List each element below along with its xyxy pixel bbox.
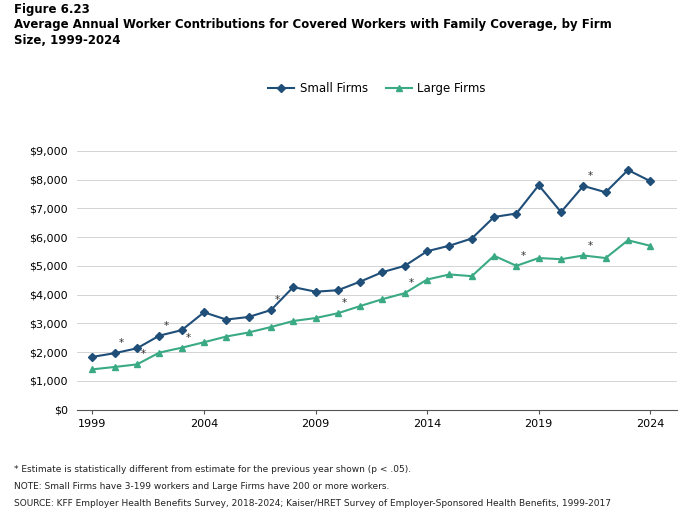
Text: *: *: [588, 171, 593, 181]
Text: *: *: [141, 350, 147, 360]
Large Firms: [378, 296, 387, 302]
Large Firms: [579, 253, 588, 259]
Small Firms: [378, 269, 387, 275]
Large Firms: [423, 276, 431, 282]
Small Firms: [244, 314, 253, 320]
Small Firms: [177, 327, 186, 333]
Large Firms: [445, 271, 454, 278]
Small Firms: [311, 289, 320, 295]
Small Firms: [602, 189, 610, 195]
Large Firms: [88, 366, 96, 372]
Small Firms: [200, 309, 208, 316]
Small Firms: [535, 182, 543, 188]
Small Firms: [579, 183, 588, 189]
Large Firms: [200, 339, 208, 345]
Text: * Estimate is statistically different from estimate for the previous year shown : * Estimate is statistically different fr…: [14, 465, 411, 474]
Text: *: *: [521, 251, 526, 261]
Text: *: *: [119, 338, 124, 348]
Large Firms: [244, 329, 253, 335]
Large Firms: [535, 255, 543, 261]
Text: *: *: [186, 333, 191, 343]
Small Firms: [445, 243, 454, 249]
Large Firms: [334, 310, 342, 317]
Large Firms: [624, 237, 632, 244]
Large Firms: [646, 243, 655, 249]
Small Firms: [512, 211, 521, 217]
Large Firms: [512, 262, 521, 269]
Text: *: *: [342, 298, 347, 308]
Line: Large Firms: Large Firms: [89, 237, 653, 372]
Small Firms: [222, 317, 230, 323]
Line: Small Firms: Small Firms: [89, 167, 653, 360]
Legend: Small Firms, Large Firms: Small Firms, Large Firms: [268, 82, 486, 96]
Large Firms: [222, 333, 230, 340]
Small Firms: [356, 278, 364, 285]
Text: *: *: [163, 321, 169, 331]
Text: Average Annual Worker Contributions for Covered Workers with Family Coverage, by: Average Annual Worker Contributions for …: [14, 18, 611, 31]
Small Firms: [88, 354, 96, 360]
Text: *: *: [275, 295, 280, 305]
Large Firms: [155, 350, 163, 356]
Large Firms: [289, 318, 297, 324]
Small Firms: [468, 235, 476, 242]
Large Firms: [267, 324, 275, 330]
Text: Figure 6.23: Figure 6.23: [14, 3, 90, 16]
Text: *: *: [409, 278, 414, 288]
Large Firms: [133, 361, 141, 368]
Small Firms: [557, 209, 565, 215]
Small Firms: [646, 178, 655, 184]
Small Firms: [155, 332, 163, 339]
Small Firms: [334, 287, 342, 293]
Small Firms: [267, 307, 275, 313]
Small Firms: [110, 350, 119, 356]
Small Firms: [490, 214, 498, 220]
Text: NOTE: Small Firms have 3-199 workers and Large Firms have 200 or more workers.: NOTE: Small Firms have 3-199 workers and…: [14, 482, 389, 491]
Text: Size, 1999-2024: Size, 1999-2024: [14, 34, 121, 47]
Large Firms: [557, 256, 565, 262]
Large Firms: [468, 273, 476, 279]
Text: SOURCE: KFF Employer Health Benefits Survey, 2018-2024; Kaiser/HRET Survey of Em: SOURCE: KFF Employer Health Benefits Sur…: [14, 499, 611, 508]
Small Firms: [423, 248, 431, 255]
Small Firms: [624, 167, 632, 173]
Text: *: *: [588, 240, 593, 250]
Large Firms: [356, 303, 364, 309]
Large Firms: [490, 253, 498, 259]
Large Firms: [110, 364, 119, 370]
Large Firms: [602, 255, 610, 261]
Large Firms: [177, 344, 186, 351]
Small Firms: [133, 345, 141, 351]
Large Firms: [311, 315, 320, 321]
Small Firms: [401, 262, 409, 269]
Large Firms: [401, 290, 409, 296]
Small Firms: [289, 284, 297, 290]
